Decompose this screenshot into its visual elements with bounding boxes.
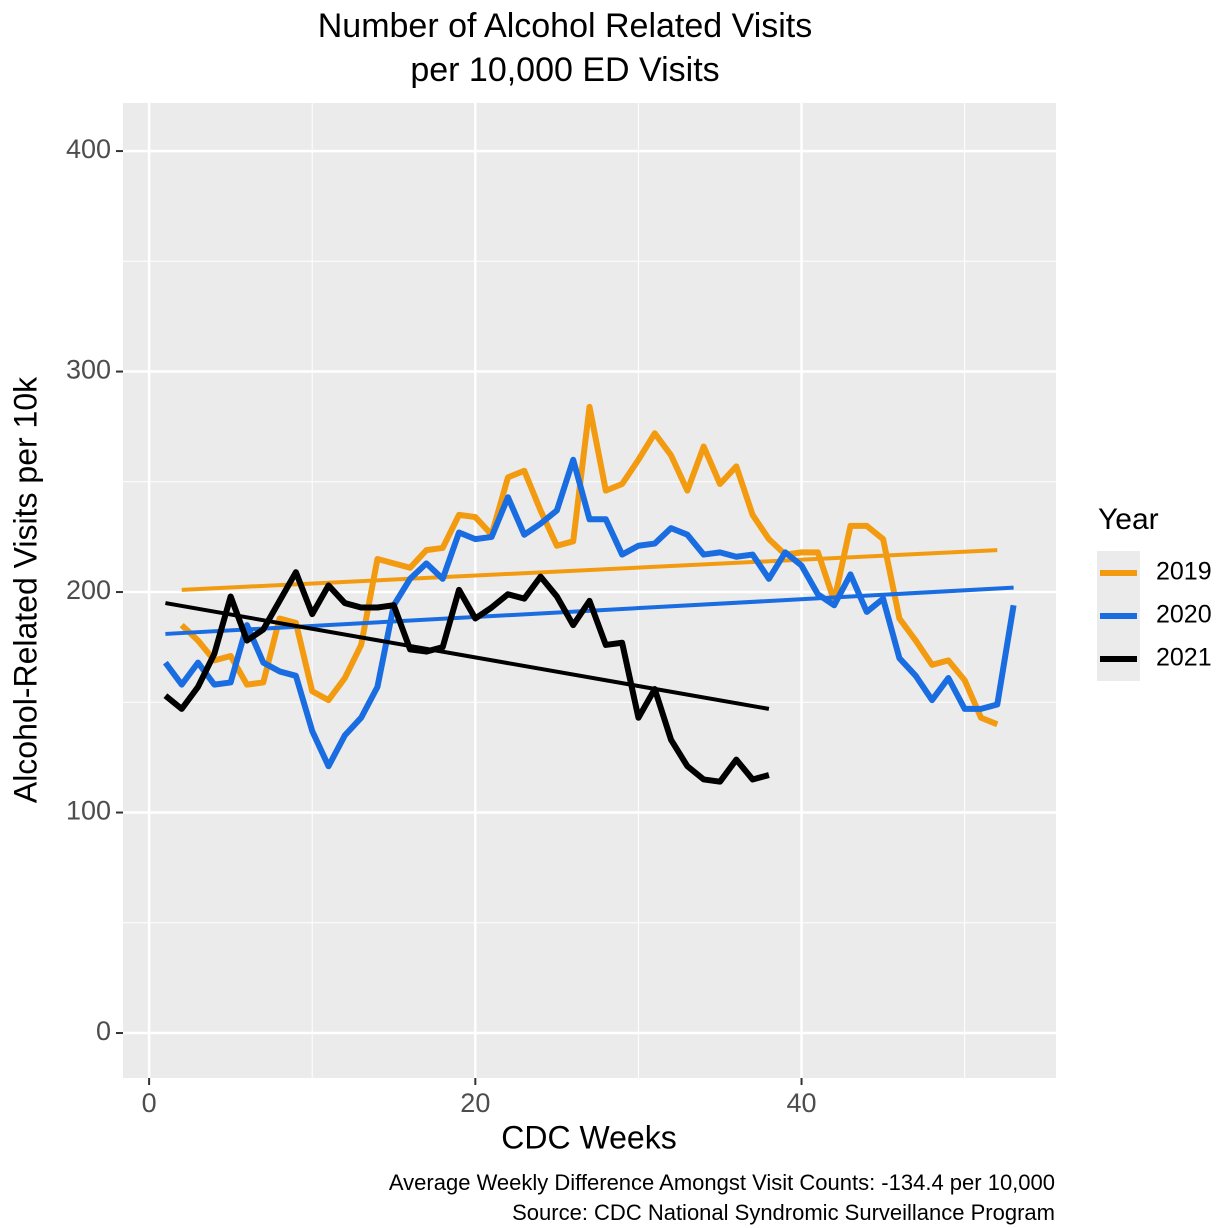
legend-label: 2020 — [1156, 601, 1212, 629]
x-tick-label: 20 — [460, 1088, 490, 1118]
y-tick-label: 0 — [96, 1016, 111, 1046]
data-line — [163, 569, 770, 785]
caption: Source: CDC National Syndromic Surveilla… — [512, 1200, 1055, 1225]
caption: Average Weekly Difference Amongst Visit … — [389, 1170, 1055, 1195]
x-axis-title: CDC Weeks — [501, 1119, 676, 1155]
data-line — [162, 456, 1017, 770]
y-tick-label: 100 — [66, 796, 111, 826]
chart-title: Number of Alcohol Related Visits — [318, 7, 813, 45]
y-tick-label: 400 — [66, 134, 111, 164]
panel — [123, 103, 1056, 1078]
x-tick-label: 0 — [142, 1088, 157, 1118]
y-axis-title: Alcohol-Related Visits per 10k — [7, 376, 43, 803]
legend-label: 2019 — [1156, 558, 1212, 586]
data-line — [179, 403, 999, 728]
chart-title: per 10,000 ED Visits — [410, 51, 719, 89]
legend-label: 2021 — [1156, 644, 1212, 672]
y-tick-label: 300 — [66, 355, 111, 385]
legend-title: Year — [1098, 503, 1159, 536]
plot — [162, 403, 1017, 785]
y-tick-label: 200 — [66, 575, 111, 605]
trend-line — [181, 548, 998, 592]
x-tick-label: 40 — [787, 1088, 817, 1118]
